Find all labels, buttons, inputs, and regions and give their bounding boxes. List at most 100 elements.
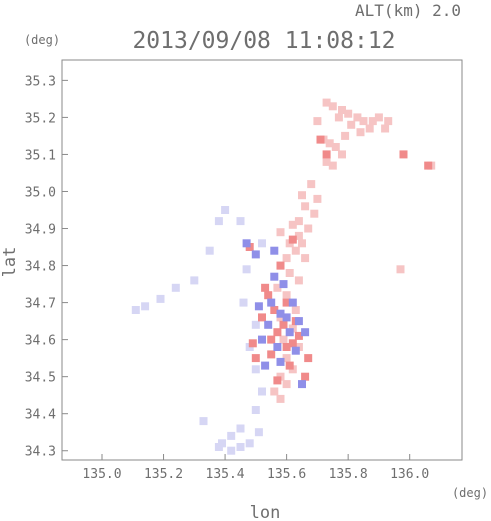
data-point-2-22 bbox=[399, 150, 408, 159]
data-point-2-10 bbox=[258, 313, 266, 322]
data-point-0-41 bbox=[282, 291, 291, 300]
data-point-1-25 bbox=[214, 443, 223, 451]
data-point-0-19 bbox=[338, 150, 346, 159]
data-point-0-50 bbox=[282, 380, 291, 389]
data-point-2-25 bbox=[322, 150, 331, 159]
data-point-2-18 bbox=[279, 320, 288, 329]
data-point-3-19 bbox=[270, 272, 279, 281]
x-tick-label: 135.6 bbox=[267, 467, 306, 482]
chart-title: 2013/09/08 11:08:12 bbox=[132, 28, 395, 54]
data-point-2-16 bbox=[301, 372, 310, 381]
data-point-3-3 bbox=[264, 320, 273, 329]
data-point-1-24 bbox=[199, 417, 208, 426]
data-point-0-25 bbox=[301, 202, 310, 211]
data-point-1-9 bbox=[258, 239, 266, 248]
y-tick-label: 35.1 bbox=[25, 148, 56, 163]
data-point-0-26 bbox=[310, 209, 319, 218]
data-point-0-47 bbox=[282, 354, 291, 363]
data-point-1-21 bbox=[236, 443, 245, 451]
data-point-3-15 bbox=[288, 298, 297, 307]
data-point-2-11 bbox=[304, 354, 313, 363]
data-point-0-17 bbox=[313, 117, 322, 126]
x-tick-label: 135.4 bbox=[206, 467, 245, 482]
x-unit-label: (deg) bbox=[452, 486, 488, 500]
data-point-0-8 bbox=[384, 117, 393, 126]
data-point-2-8 bbox=[285, 361, 294, 370]
data-point-0-12 bbox=[381, 124, 390, 133]
data-point-1-6 bbox=[141, 302, 150, 311]
altitude-label: ALT(km) 2.0 bbox=[355, 1, 461, 20]
data-point-0-14 bbox=[325, 139, 334, 148]
y-unit-label: (deg) bbox=[24, 33, 60, 47]
y-tick-label: 35.2 bbox=[25, 111, 56, 126]
data-point-2-6 bbox=[294, 331, 303, 340]
y-tick-label: 34.4 bbox=[25, 408, 56, 423]
data-point-1-8 bbox=[236, 217, 245, 226]
data-point-0-18 bbox=[331, 143, 340, 151]
data-point-2-2 bbox=[282, 298, 291, 307]
data-point-0-39 bbox=[294, 276, 303, 285]
x-tick-label: 135.2 bbox=[144, 467, 183, 482]
data-point-0-36 bbox=[301, 254, 310, 263]
data-point-2-12 bbox=[276, 261, 285, 270]
data-point-0-0 bbox=[322, 98, 331, 107]
data-point-1-12 bbox=[251, 320, 260, 329]
data-point-1-4 bbox=[171, 283, 180, 292]
data-point-2-7 bbox=[267, 350, 276, 359]
y-tick-label: 34.8 bbox=[25, 260, 56, 275]
data-point-1-3 bbox=[190, 276, 199, 285]
y-tick-label: 35.0 bbox=[25, 185, 56, 200]
plot-frame bbox=[61, 59, 463, 461]
data-point-0-11 bbox=[365, 124, 374, 133]
data-point-0-24 bbox=[313, 194, 322, 203]
data-point-0-5 bbox=[359, 117, 368, 126]
data-points bbox=[131, 98, 436, 455]
data-point-0-30 bbox=[294, 231, 303, 240]
data-point-1-17 bbox=[236, 424, 245, 433]
y-tick-label: 34.9 bbox=[25, 223, 56, 238]
y-tick-label: 34.5 bbox=[25, 371, 56, 386]
y-tick-label: 34.7 bbox=[25, 297, 56, 312]
data-point-0-20 bbox=[322, 157, 331, 166]
data-point-1-0 bbox=[221, 206, 230, 214]
data-point-1-16 bbox=[251, 406, 260, 414]
data-point-0-21 bbox=[328, 161, 337, 170]
data-point-0-28 bbox=[304, 224, 313, 233]
data-point-0-32 bbox=[298, 239, 306, 248]
data-point-3-2 bbox=[285, 328, 294, 337]
data-point-2-9 bbox=[248, 339, 257, 348]
data-point-2-19 bbox=[273, 376, 282, 385]
x-tick-label: 136.0 bbox=[390, 467, 429, 482]
data-point-3-0 bbox=[267, 298, 276, 307]
data-point-3-10 bbox=[270, 246, 279, 255]
data-point-3-7 bbox=[282, 313, 291, 322]
data-point-0-53 bbox=[396, 265, 405, 274]
data-point-0-42 bbox=[291, 306, 300, 314]
data-point-1-5 bbox=[156, 294, 165, 303]
data-point-0-15 bbox=[341, 131, 350, 140]
data-point-0-23 bbox=[298, 191, 306, 200]
y-tick-label: 34.6 bbox=[25, 334, 56, 349]
data-point-0-40 bbox=[273, 283, 282, 292]
data-point-3-17 bbox=[254, 302, 263, 311]
data-point-0-1 bbox=[328, 102, 337, 111]
data-point-3-14 bbox=[261, 361, 270, 370]
data-point-0-7 bbox=[374, 113, 383, 122]
data-point-1-20 bbox=[227, 446, 236, 455]
data-point-0-6 bbox=[368, 117, 377, 126]
data-point-1-2 bbox=[205, 246, 214, 255]
data-point-0-27 bbox=[294, 217, 303, 226]
data-point-2-13 bbox=[288, 235, 297, 244]
data-point-0-38 bbox=[285, 269, 294, 277]
data-point-0-33 bbox=[276, 228, 285, 237]
data-point-0-4 bbox=[353, 113, 362, 122]
data-point-3-1 bbox=[276, 309, 285, 318]
y-tick-label: 34.3 bbox=[25, 445, 56, 460]
data-point-0-2 bbox=[338, 106, 346, 114]
data-point-0-51 bbox=[270, 387, 279, 396]
x-tick-label: 135.0 bbox=[82, 467, 121, 482]
data-point-3-8 bbox=[242, 239, 251, 248]
data-point-2-23 bbox=[424, 161, 433, 170]
data-point-3-11 bbox=[279, 280, 288, 289]
